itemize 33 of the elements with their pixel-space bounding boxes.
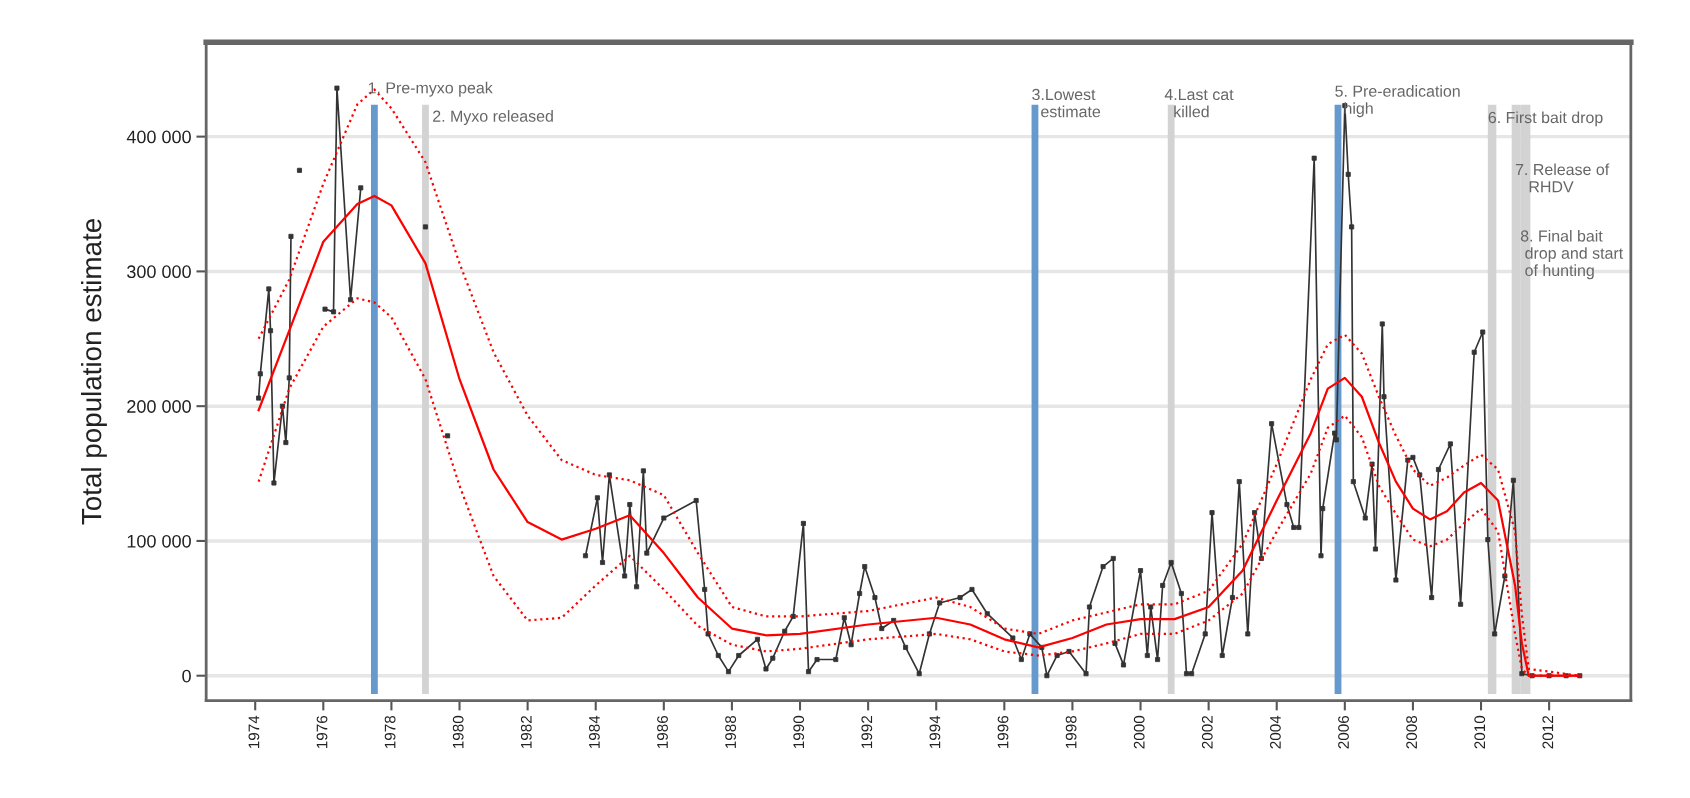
x-tick-label: 2004 <box>1270 715 1281 749</box>
y-tick-label: 0 <box>182 669 191 683</box>
y-tick-label: 100 000 <box>127 534 191 548</box>
band-label: 1. Pre-myxo peak <box>368 81 493 97</box>
band-label: 8. Final bait drop and start of hunting <box>1520 229 1624 280</box>
x-tick-label: 1976 <box>316 715 328 749</box>
band-label: 6. First bait drop <box>1488 111 1603 127</box>
x-tick-label: 1988 <box>725 715 737 749</box>
x-tick-label: 1974 <box>248 715 260 749</box>
y-tick-label: 300 000 <box>127 265 191 279</box>
x-tick-label: 1980 <box>452 715 464 749</box>
band-label: 4.Last cat killed <box>1164 88 1234 118</box>
x-tick-label: 2012 <box>1542 715 1554 749</box>
x-tick-label: 2010 <box>1474 715 1486 749</box>
band-label: 7. Release of RHDV <box>1515 163 1610 193</box>
x-tick-label: 1996 <box>997 715 1009 749</box>
x-tick-label: 1998 <box>1065 715 1077 749</box>
y-tick-label: 200 000 <box>127 400 191 413</box>
x-tick-label: 2000 <box>1133 715 1145 749</box>
x-tick-label: 1994 <box>929 715 941 749</box>
band-label: 3.Lowest estimate <box>1032 88 1101 118</box>
x-tick-label: 1992 <box>861 715 873 749</box>
x-tick-label: 2008 <box>1406 715 1418 749</box>
x-tick-label: 1984 <box>589 715 600 749</box>
x-tick-label: 1982 <box>520 715 532 749</box>
y-axis-title: Total population estimate <box>81 219 107 525</box>
x-tick-label: 1990 <box>793 715 805 749</box>
band-label: 2. Myxo released <box>433 110 553 125</box>
y-tick-label: 400 000 <box>126 130 191 144</box>
x-tick-label: 2002 <box>1201 715 1213 749</box>
x-tick-label: 1978 <box>384 715 396 749</box>
x-tick-label: 1986 <box>657 715 668 749</box>
x-tick-label: 2006 <box>1338 715 1349 749</box>
